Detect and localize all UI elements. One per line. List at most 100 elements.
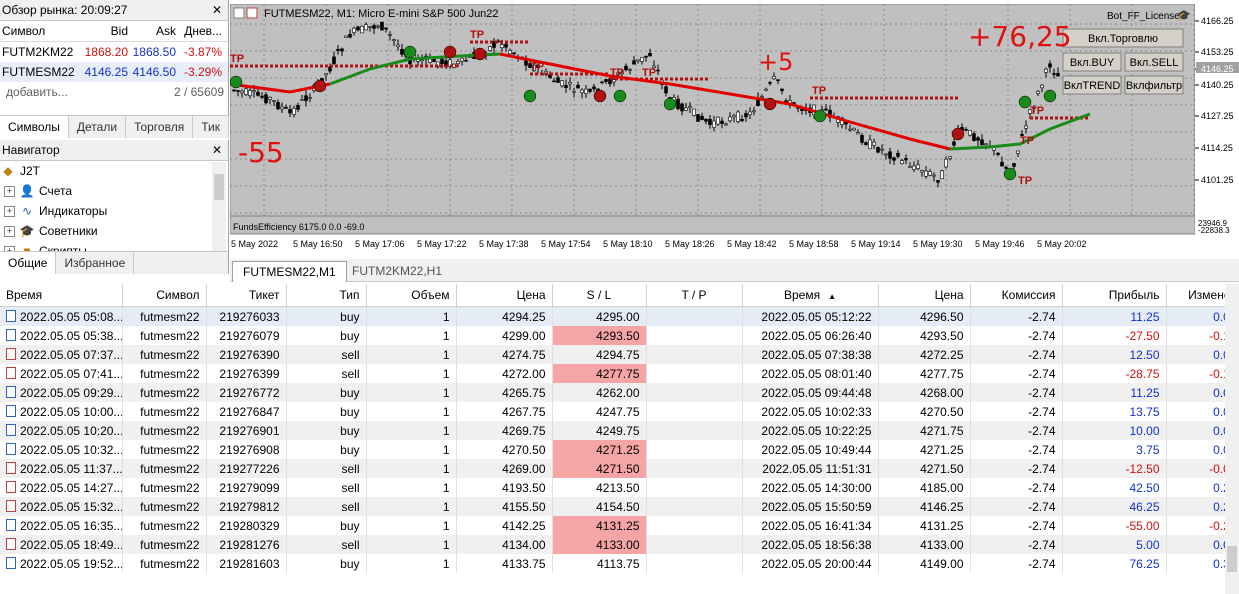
column-change[interactable]: Изменение — [1166, 284, 1239, 307]
table-row[interactable]: 2022.05.05 10:00... futmesm22 219276847 buy… — [0, 402, 1239, 421]
table-row[interactable]: 2022.05.05 14:27... futmesm22 219279099 sel… — [0, 478, 1239, 497]
cell-close-time: 2022.05.05 10:49:44 — [742, 440, 879, 459]
table-row[interactable]: 2022.05.05 09:29... futmesm22 219276772 buy… — [0, 383, 1239, 402]
column-bid[interactable]: Bid — [110, 24, 128, 38]
cell-time: 2022.05.05 15:32... — [0, 497, 123, 516]
current-price-box — [1196, 62, 1239, 73]
chart-window[interactable]: TP TP TP TP TP TP TP TP TP 4166.25 4153.25 4146.25… — [229, 3, 1239, 258]
nav-item-indicators[interactable]: + ∿ Индикаторы — [0, 201, 228, 221]
cell-time: 2022.05.05 18:49... — [0, 535, 123, 554]
column-commission[interactable]: Комиссия — [970, 284, 1063, 307]
scroll-thumb[interactable] — [214, 174, 224, 200]
cell-ticket: 219276772 — [206, 383, 287, 402]
trading-button[interactable]: Вкл.Торговлю — [1062, 28, 1184, 48]
table-row[interactable]: 2022.05.05 10:32... futmesm22 219276908 buy… — [0, 440, 1239, 459]
trend-button[interactable]: ВклTREND — [1062, 75, 1122, 95]
candle-body — [976, 137, 980, 141]
table-row[interactable]: 2022.05.05 15:32... futmesm22 219279812 sel… — [0, 497, 1239, 516]
candle-body — [728, 116, 732, 122]
chart-menu-icon[interactable] — [233, 7, 245, 19]
expand-icon[interactable]: + — [4, 225, 15, 237]
market-watch-panel: Обзор рынка: 20:09:27 ✕ Символ Bid Ask Д… — [0, 0, 229, 138]
column-type[interactable]: Тип — [286, 284, 367, 307]
cell-symbol: futmesm22 — [122, 402, 207, 421]
column-change[interactable]: Днев... — [184, 24, 222, 38]
order-icon — [6, 347, 16, 360]
table-row[interactable]: 2022.05.05 16:35... futmesm22 219280329 buy… — [0, 516, 1239, 535]
tab-symbols[interactable]: Символы — [0, 116, 69, 138]
buy-button[interactable]: Вкл.BUY — [1062, 52, 1122, 72]
table-row[interactable]: 2022.05.05 05:08... futmesm22 219276033 buy… — [0, 306, 1239, 326]
table-row[interactable]: 2022.05.05 19:52... futmesm22 219281603 buy… — [0, 554, 1239, 573]
table-row[interactable]: 2022.05.05 18:49... futmesm22 219281276 sel… — [0, 535, 1239, 554]
column-price[interactable]: Цена — [456, 284, 553, 307]
navigator-scrollbar[interactable] — [212, 162, 226, 252]
sell-button-label: Вкл.SELL — [1130, 57, 1179, 69]
symbol-row[interactable]: FUTMESM22 4146.25 4146.50 -3.29% — [0, 62, 228, 82]
column-symbol[interactable]: Символ — [2, 24, 46, 38]
table-row[interactable]: 2022.05.05 07:37... futmesm22 219276390 sel… — [0, 345, 1239, 364]
nav-item-root[interactable]: ◆ J2T — [0, 161, 228, 181]
add-symbol-row[interactable]: добавить... 2 / 65609 — [0, 82, 228, 102]
cell-symbol: futmesm22 — [122, 516, 207, 535]
cell-commission: -2.74 — [970, 440, 1063, 459]
candle-body — [716, 116, 720, 125]
candle-body — [964, 129, 968, 131]
cell-time-text: 2022.05.05 18:49... — [20, 537, 122, 552]
symbol-ask: 4146.50 — [132, 65, 176, 79]
order-icon — [6, 518, 16, 531]
cell-close-time: 2022.05.05 06:26:40 — [742, 326, 879, 345]
cell-close-price: 4271.50 — [878, 459, 971, 478]
filter-button[interactable]: Вклфильтр — [1124, 75, 1184, 95]
cell-type: buy — [286, 326, 367, 345]
column-close-time[interactable]: Время ▲ — [742, 284, 879, 307]
chart-canvas[interactable]: TP TP TP TP TP TP TP TP TP 4166.25 4153.25 4146.25… — [229, 3, 1239, 258]
candle-body — [916, 164, 920, 169]
column-time[interactable]: Время — [0, 284, 123, 307]
chart-type-icon[interactable] — [246, 7, 258, 19]
expand-icon[interactable]: + — [4, 205, 15, 217]
tab-ticks[interactable]: Тик — [193, 116, 229, 138]
column-symbol[interactable]: Символ — [122, 284, 207, 307]
chart-tab[interactable]: FUTMESM22,M1 — [232, 261, 347, 282]
nav-item-accounts[interactable]: + 👤 Счета — [0, 181, 228, 201]
candle-body — [676, 98, 680, 110]
table-row[interactable]: 2022.05.05 07:41... futmesm22 219276399 sel… — [0, 364, 1239, 383]
close-icon[interactable]: ✕ — [211, 143, 222, 157]
column-volume[interactable]: Объем — [366, 284, 457, 307]
sell-button[interactable]: Вкл.SELL — [1124, 52, 1184, 72]
tab-favorites[interactable]: Избранное — [56, 252, 135, 274]
column-profit[interactable]: Прибыль — [1062, 284, 1167, 307]
candle-body — [368, 26, 372, 28]
table-row[interactable]: 2022.05.05 11:37... futmesm22 219277226 sel… — [0, 459, 1239, 478]
table-row[interactable]: 2022.05.05 05:38... futmesm22 219276079 buy… — [0, 326, 1239, 345]
candle-body — [696, 114, 700, 122]
scroll-thumb[interactable] — [1227, 546, 1237, 572]
table-scrollbar[interactable] — [1225, 284, 1239, 594]
expand-icon[interactable]: + — [4, 185, 15, 197]
candle-body — [884, 153, 888, 156]
cell-price: 4272.00 — [456, 364, 553, 383]
cell-close-price: 4296.50 — [878, 306, 971, 326]
symbol-row[interactable]: FUTM2KM22 1868.20 1868.50 -3.87% — [0, 42, 228, 62]
cell-profit: 10.00 — [1062, 421, 1167, 440]
close-icon[interactable]: ✕ — [211, 3, 222, 17]
column-tp[interactable]: T / P — [646, 284, 743, 307]
column-ask[interactable]: Ask — [155, 24, 176, 38]
column-sl[interactable]: S / L — [552, 284, 647, 307]
candle-body — [532, 64, 536, 71]
cell-close-price: 4133.00 — [878, 535, 971, 554]
cell-volume: 1 — [366, 383, 457, 402]
chart-tab[interactable]: FUTM2KM22,H1 — [352, 264, 443, 278]
column-close-price[interactable]: Цена — [878, 284, 971, 307]
cell-change: 0.02 % — [1166, 440, 1239, 459]
tab-trading[interactable]: Торговля — [126, 116, 194, 138]
cell-price: 4299.00 — [456, 326, 553, 345]
column-ticket[interactable]: Тикет — [206, 284, 287, 307]
candle-body — [592, 86, 596, 90]
tab-details[interactable]: Детали — [69, 116, 127, 138]
table-row[interactable]: 2022.05.05 10:20... futmesm22 219276901 buy… — [0, 421, 1239, 440]
tab-common[interactable]: Общие — [0, 252, 57, 274]
candle-body — [348, 34, 352, 38]
nav-item-experts[interactable]: + 🎓 Советники — [0, 221, 228, 241]
